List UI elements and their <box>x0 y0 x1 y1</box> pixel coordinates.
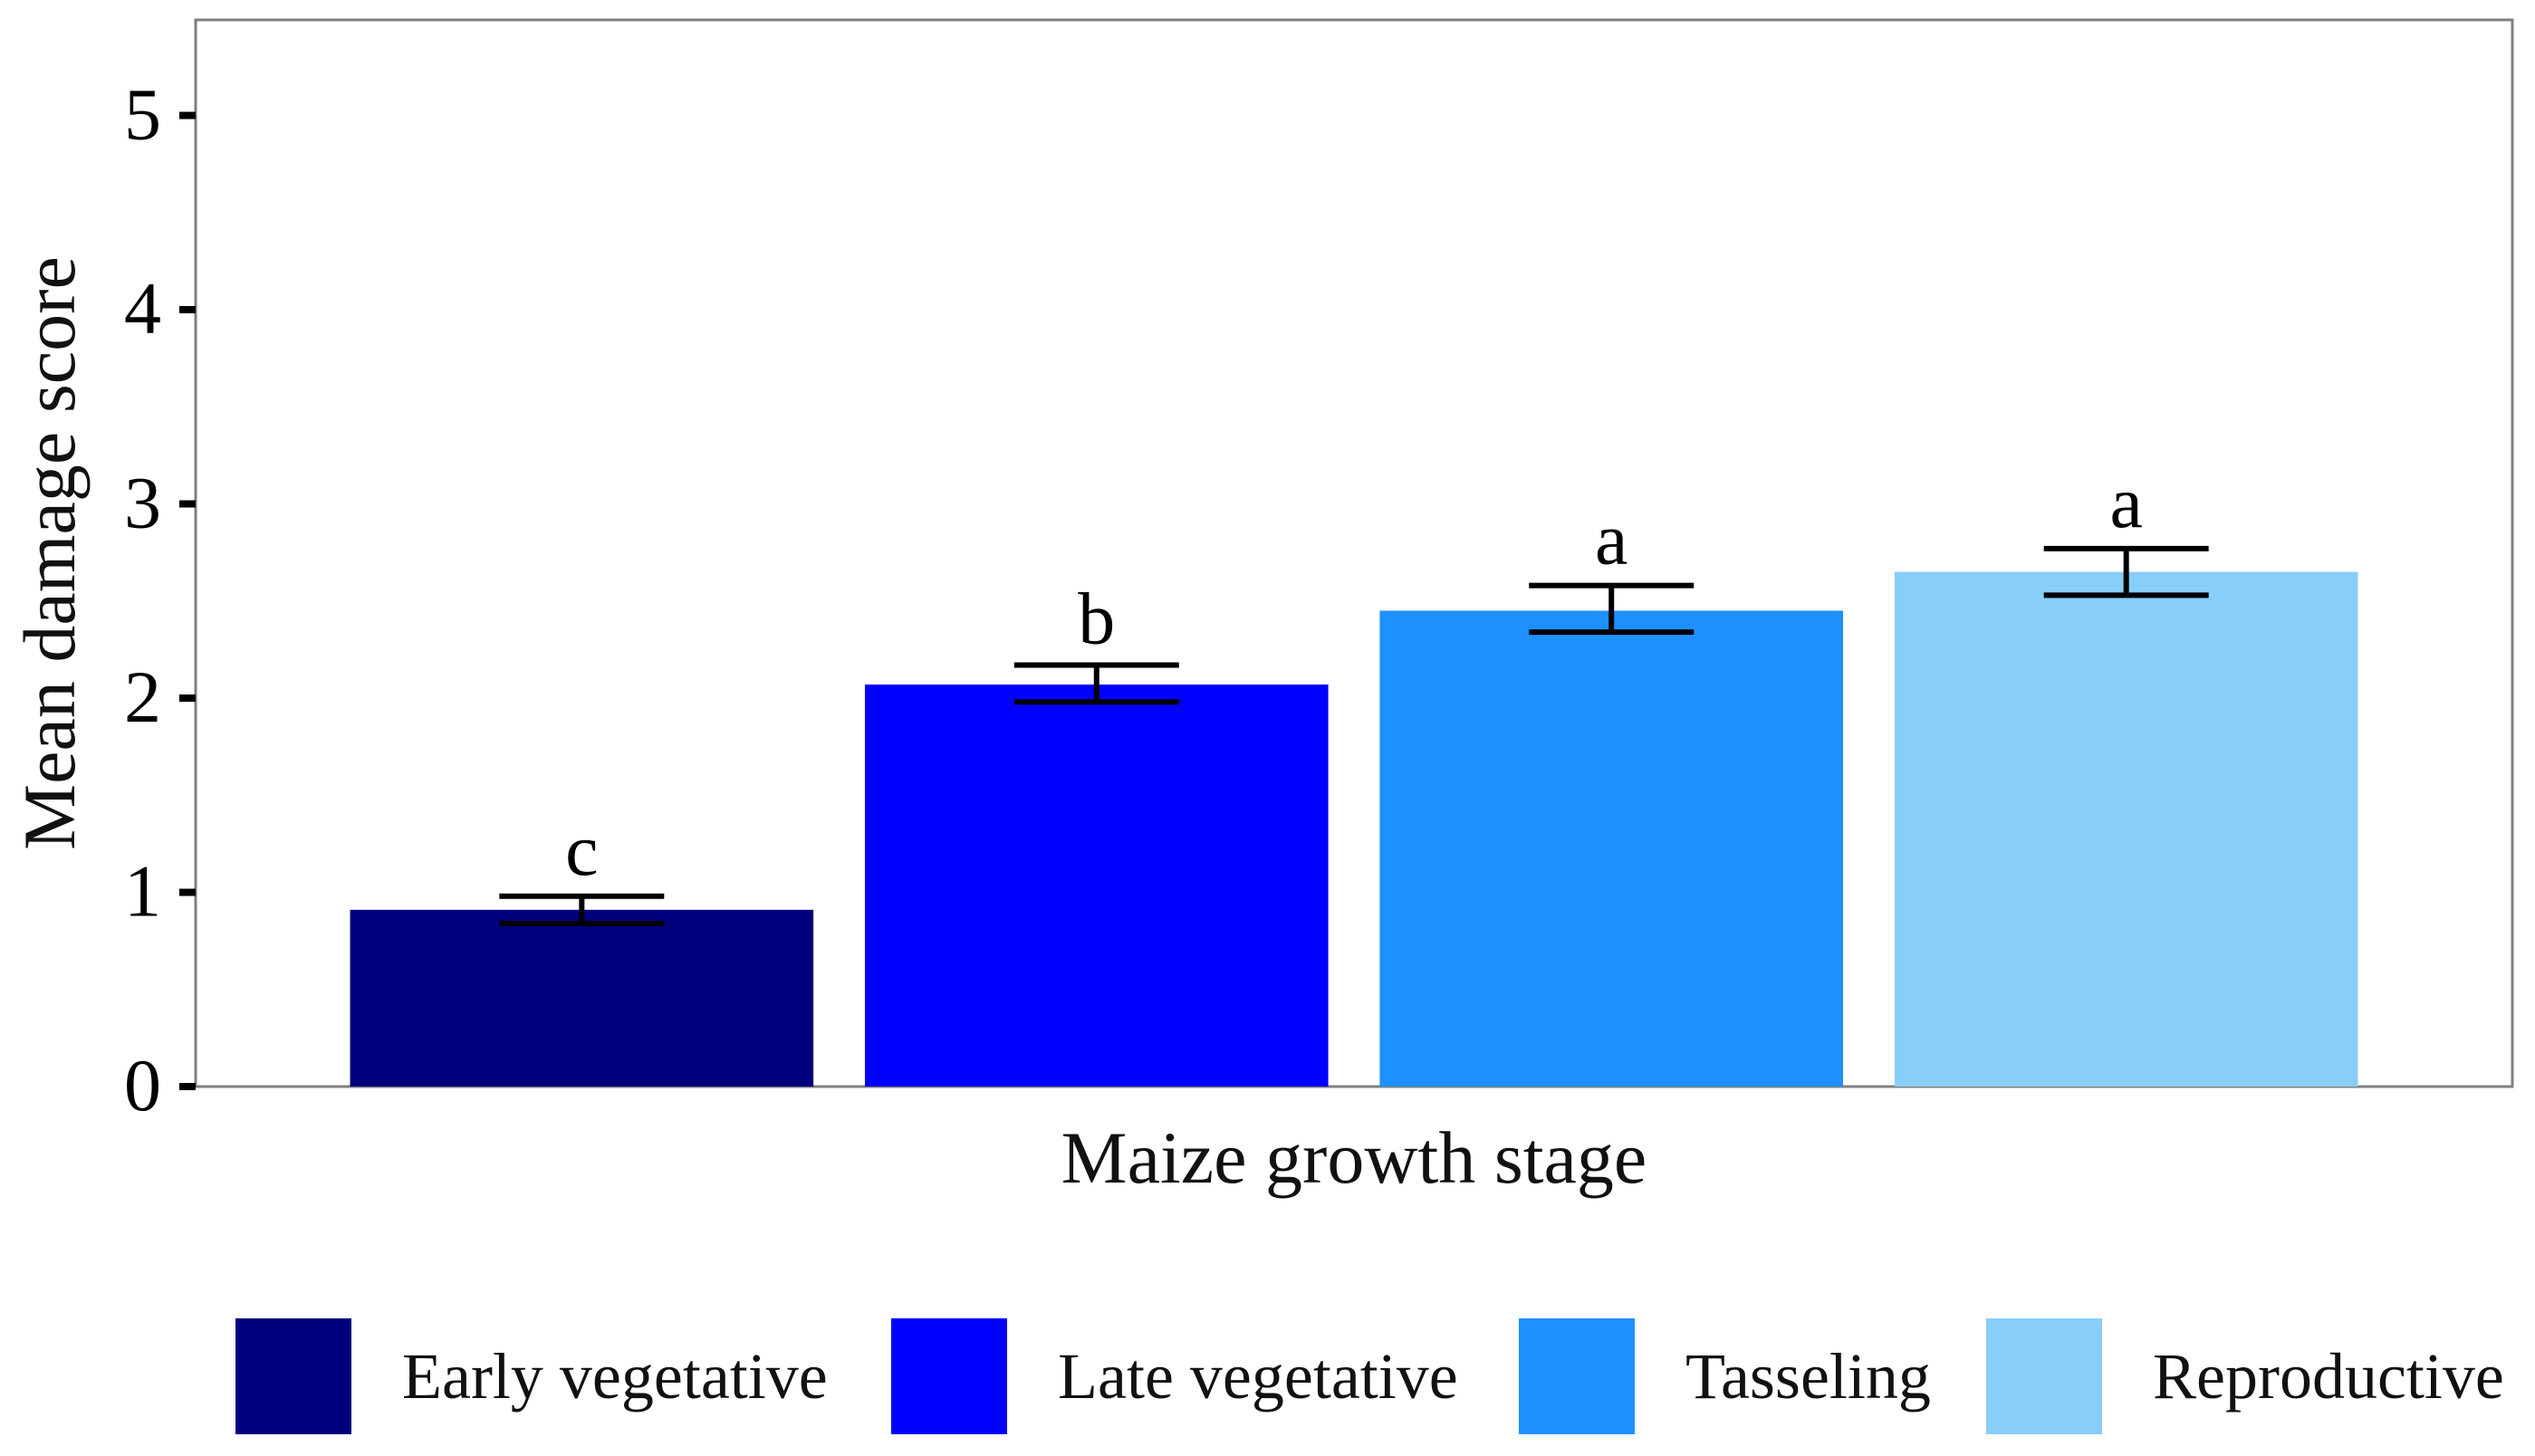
legend-label-late-vegetative: Late vegetative <box>1058 1339 1458 1413</box>
significance-letter-tasseling: a <box>1595 498 1628 580</box>
y-tick-label-0: 0 <box>124 1044 161 1126</box>
legend: Early vegetative Late vegetative Tasseli… <box>0 1317 2535 1444</box>
legend-label-tasseling: Tasseling <box>1685 1339 1931 1413</box>
y-tick-label-1: 1 <box>124 850 161 933</box>
significance-letter-reproductive: a <box>2109 461 2142 543</box>
y-tick-label-2: 2 <box>124 656 161 738</box>
legend-label-reproductive: Reproductive <box>2153 1339 2504 1413</box>
legend-label-early-vegetative: Early vegetative <box>402 1339 828 1413</box>
bar-early-vegetative <box>350 909 814 1087</box>
legend-swatch-tasseling <box>1519 1318 1635 1434</box>
bar-tasseling <box>1379 610 1844 1087</box>
legend-item-early-vegetative: Early vegetative <box>235 1317 828 1435</box>
legend-swatch-early-vegetative <box>235 1318 351 1434</box>
bar-reproductive <box>1894 571 2358 1087</box>
y-tick-label-4: 4 <box>124 267 161 350</box>
y-axis-label: Mean damage score <box>8 256 91 850</box>
significance-letter-early-vegetative: c <box>565 809 598 891</box>
legend-item-late-vegetative: Late vegetative <box>891 1317 1458 1435</box>
bars-group <box>350 571 2358 1087</box>
legend-swatch-reproductive <box>1986 1318 2102 1434</box>
x-axis-label: Maize growth stage <box>1061 1116 1647 1199</box>
significance-letter-late-vegetative: b <box>1078 578 1115 660</box>
significance-letters-group: c b a a <box>565 461 2143 891</box>
y-axis: 0 1 2 3 4 5 <box>124 73 196 1126</box>
legend-item-tasseling: Tasseling <box>1519 1317 1931 1435</box>
legend-swatch-late-vegetative <box>891 1318 1007 1434</box>
error-bars-group <box>499 545 2209 926</box>
y-tick-label-5: 5 <box>124 73 161 156</box>
legend-item-reproductive: Reproductive <box>1986 1317 2504 1435</box>
y-tick-label-3: 3 <box>124 462 161 544</box>
bar-late-vegetative <box>864 684 1329 1087</box>
